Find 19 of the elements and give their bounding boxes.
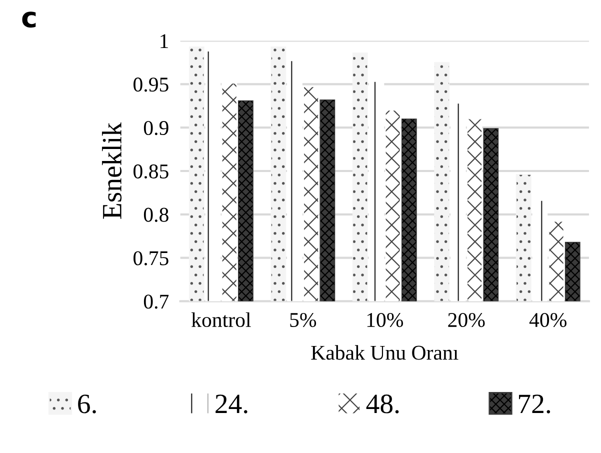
legend-label: 72. — [519, 394, 550, 414]
legend-label: 24. — [216, 394, 248, 414]
y-tick-label: 0.8 — [144, 208, 168, 222]
x-tick-label: 40% — [529, 312, 566, 328]
x-tick-label: 20% — [448, 312, 485, 328]
y-axis-title: Esneklik — [102, 122, 122, 219]
legend-label: 6. — [78, 394, 96, 414]
y-tick-label: 1 — [160, 34, 168, 48]
x-tick-label: 10% — [367, 312, 404, 328]
y-tick-label: 0.7 — [144, 294, 169, 309]
chart-title: c — [22, 12, 36, 28]
y-tick-label: 0.85 — [134, 164, 168, 179]
y-tick-label: 0.9 — [144, 120, 168, 136]
x-tick-label: kontrol — [191, 312, 251, 328]
y-tick-label: 0.95 — [134, 78, 168, 92]
x-axis-title: Kabak Unu Oranı — [311, 345, 458, 360]
y-tick-label: 0.75 — [134, 251, 168, 266]
x-tick-label: 5% — [290, 312, 316, 328]
legend-label: 48. — [366, 394, 399, 414]
